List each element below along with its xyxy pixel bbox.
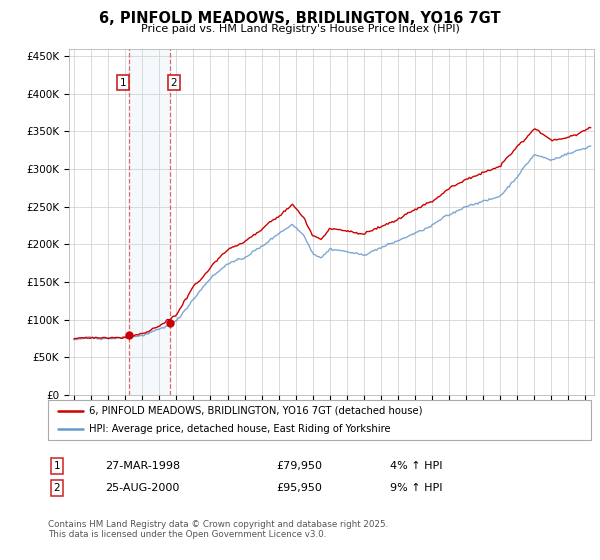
Text: 1: 1 [120, 78, 127, 87]
Text: 1: 1 [53, 461, 61, 471]
Bar [129, 49, 170, 395]
Text: £95,950: £95,950 [276, 483, 322, 493]
Text: 6, PINFOLD MEADOWS, BRIDLINGTON, YO16 7GT (detached house): 6, PINFOLD MEADOWS, BRIDLINGTON, YO16 7G… [89, 406, 422, 416]
Text: 6, PINFOLD MEADOWS, BRIDLINGTON, YO16 7GT: 6, PINFOLD MEADOWS, BRIDLINGTON, YO16 7G… [99, 11, 501, 26]
Text: Price paid vs. HM Land Registry's House Price Index (HPI): Price paid vs. HM Land Registry's House … [140, 24, 460, 34]
Text: 2: 2 [170, 78, 177, 87]
Text: £79,950: £79,950 [276, 461, 322, 471]
Text: 2: 2 [53, 483, 61, 493]
Text: 9% ↑ HPI: 9% ↑ HPI [390, 483, 443, 493]
Text: 4% ↑ HPI: 4% ↑ HPI [390, 461, 443, 471]
Text: Contains HM Land Registry data © Crown copyright and database right 2025.
This d: Contains HM Land Registry data © Crown c… [48, 520, 388, 539]
Text: 27-MAR-1998: 27-MAR-1998 [105, 461, 180, 471]
Text: HPI: Average price, detached house, East Riding of Yorkshire: HPI: Average price, detached house, East… [89, 424, 391, 434]
Text: 25-AUG-2000: 25-AUG-2000 [105, 483, 179, 493]
